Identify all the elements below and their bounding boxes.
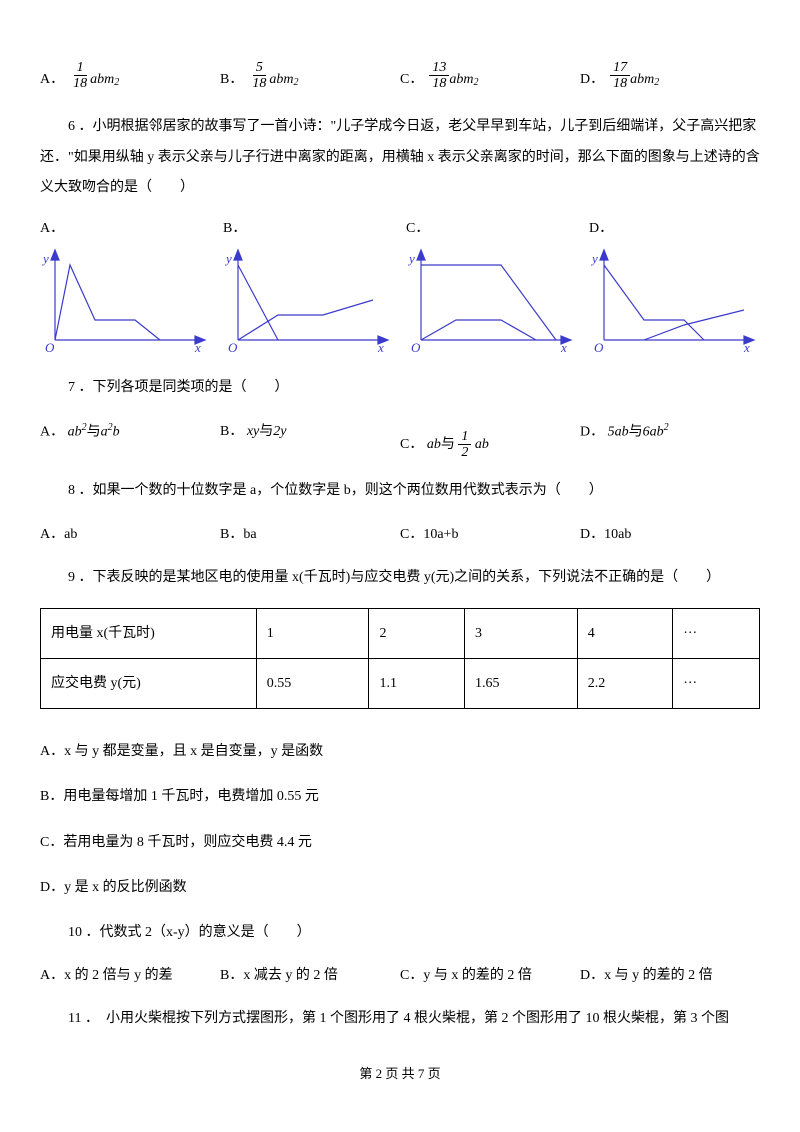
q7-options: A． ab2与a2b B． xy与2y C． ab与 12 ab D． 5ab与… bbox=[40, 419, 760, 461]
q9-table: 用电量 x(千瓦时) 1 2 3 4 ··· 应交电费 y(元) 0.55 1.… bbox=[40, 608, 760, 709]
table-row: 应交电费 y(元) 0.55 1.1 1.65 2.2 ··· bbox=[41, 659, 760, 709]
q8-a: A．ab bbox=[40, 522, 220, 547]
q10-options: A．x 的 2 倍与 y 的差 B．x 减去 y 的 2 倍 C．y 与 x 的… bbox=[40, 963, 760, 988]
q8-d: D．10ab bbox=[580, 522, 760, 547]
svg-text:y: y bbox=[224, 251, 232, 266]
q8-options: A．ab B．ba C．10a+b D．10ab bbox=[40, 522, 760, 547]
fraction: 1318 bbox=[429, 60, 449, 92]
svg-text:O: O bbox=[411, 340, 421, 355]
q8-b: B．ba bbox=[220, 522, 400, 547]
q10-b: B．x 减去 y 的 2 倍 bbox=[220, 963, 400, 988]
q6-graph-c: C． y O x bbox=[406, 216, 577, 355]
fraction: 12 bbox=[458, 429, 471, 461]
svg-text:x: x bbox=[560, 340, 567, 355]
q6-graph-d: D． y O x bbox=[589, 216, 760, 355]
q5-opt-a: A． 118 abm2 bbox=[40, 60, 220, 92]
graph-b-svg: y O x bbox=[223, 245, 393, 355]
q5-a-label: A． bbox=[40, 67, 64, 92]
fraction: 118 bbox=[70, 60, 90, 92]
q5-opt-d: D． 1718 abm2 bbox=[580, 60, 760, 92]
q11-stem: 11 ． 小用火柴棍按下列方式摆图形，第 1 个图形用了 4 根火柴棍，第 2 … bbox=[40, 1006, 760, 1031]
x-label: x bbox=[194, 340, 201, 355]
q7-a: A． ab2与a2b bbox=[40, 419, 220, 461]
q6-graph-a: A． y O x bbox=[40, 216, 211, 355]
svg-text:y: y bbox=[590, 251, 598, 266]
table-row: 用电量 x(千瓦时) 1 2 3 4 ··· bbox=[41, 608, 760, 658]
q5-d-label: D． bbox=[580, 67, 604, 92]
svg-text:x: x bbox=[743, 340, 750, 355]
fraction: 1718 bbox=[610, 60, 630, 92]
q5-b-label: B． bbox=[220, 67, 243, 92]
q9-stem: 9 ．下表反映的是某地区电的使用量 x(千瓦时)与应交电费 y(元)之间的关系，… bbox=[40, 565, 760, 590]
q10-c: C．y 与 x 的差的 2 倍 bbox=[400, 963, 580, 988]
q7-d: D． 5ab与6ab2 bbox=[580, 419, 760, 461]
graph-a-svg: y O x bbox=[40, 245, 210, 355]
q8-stem: 8 ．如果一个数的十位数字是 a，个位数字是 b，则这个两位数用代数式表示为（ … bbox=[40, 478, 760, 503]
q10-a: A．x 的 2 倍与 y 的差 bbox=[40, 963, 220, 988]
o-label: O bbox=[45, 340, 55, 355]
q8-c: C．10a+b bbox=[400, 522, 580, 547]
q9-c: C．若用电量为 8 千瓦时，则应交电费 4.4 元 bbox=[40, 830, 760, 855]
q9-d: D．y 是 x 的反比例函数 bbox=[40, 875, 760, 900]
y-label: y bbox=[41, 251, 49, 266]
q6-graphs: A． y O x B． y O bbox=[40, 216, 760, 355]
q9-b: B．用电量每增加 1 千瓦时，电费增加 0.55 元 bbox=[40, 784, 760, 809]
graph-d-svg: y O x bbox=[589, 245, 759, 355]
q10-d: D．x 与 y 的差的 2 倍 bbox=[580, 963, 760, 988]
svg-text:x: x bbox=[377, 340, 384, 355]
fraction: 518 bbox=[249, 60, 269, 92]
svg-text:O: O bbox=[228, 340, 238, 355]
q5-opt-b: B． 518 abm2 bbox=[220, 60, 400, 92]
q7-stem: 7 ．下列各项是同类项的是（ ） bbox=[40, 375, 760, 400]
q7-c: C． ab与 12 ab bbox=[400, 419, 580, 461]
q6-graph-b: B． y O x bbox=[223, 216, 394, 355]
q5-options: A． 118 abm2 B． 518 abm2 C． 1318 abm2 D． … bbox=[40, 60, 760, 92]
q5-opt-c: C． 1318 abm2 bbox=[400, 60, 580, 92]
graph-c-svg: y O x bbox=[406, 245, 576, 355]
page-footer: 第 2 页 共 7 页 bbox=[40, 1062, 760, 1085]
q6-stem: 6 ．小明根据邻居家的故事写了一首小诗："儿子学成今日返，老父早早到车站，儿子到… bbox=[40, 112, 760, 204]
q7-b: B． xy与2y bbox=[220, 419, 400, 461]
svg-text:y: y bbox=[407, 251, 415, 266]
q10-stem: 10 ．代数式 2（x-y）的意义是（ ） bbox=[40, 920, 760, 945]
q9-a: A．x 与 y 都是变量，且 x 是自变量，y 是函数 bbox=[40, 739, 760, 764]
q5-c-label: C． bbox=[400, 67, 423, 92]
svg-text:O: O bbox=[594, 340, 604, 355]
